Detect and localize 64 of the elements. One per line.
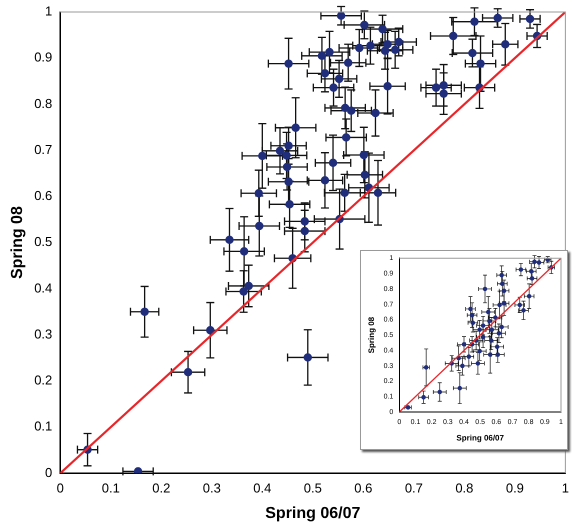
point (526, 294, 532, 298)
point (488, 338, 494, 343)
point (521, 308, 526, 313)
point (466, 354, 472, 359)
point (468, 306, 473, 312)
y-tick-label: 1 (45, 4, 52, 19)
point (476, 361, 480, 366)
y-tick-label: 0.3 (34, 326, 52, 342)
point (456, 356, 461, 360)
point (488, 352, 492, 357)
x-tick-label: 0.9 (506, 480, 524, 496)
x-tick-label: 0.2 (152, 480, 170, 496)
x-tick-label: 0.8 (455, 480, 474, 496)
point (529, 269, 534, 274)
point (532, 259, 537, 264)
point (480, 334, 486, 340)
x-tick-label: 1 (562, 480, 569, 496)
point (530, 276, 534, 281)
point (502, 288, 506, 294)
point (438, 390, 442, 394)
x-axis-title: Spring 06/07 (456, 433, 504, 442)
point (487, 318, 492, 324)
y-tick-label: 0.4 (34, 280, 52, 296)
x-tick-label: 0 (56, 480, 64, 496)
x-tick-label: 0.1 (102, 480, 120, 496)
point (499, 272, 504, 278)
y-tick-label: 0.9 (34, 50, 52, 65)
point (536, 260, 542, 265)
point (502, 301, 506, 306)
y-tick-label: 0.5 (34, 234, 52, 250)
point (500, 281, 505, 286)
point (460, 364, 465, 368)
point (470, 312, 474, 318)
point (477, 327, 482, 332)
point (458, 386, 462, 390)
y-tick-label: 0.2 (34, 372, 52, 388)
point (486, 310, 490, 314)
point (421, 394, 426, 400)
point (494, 344, 500, 350)
point (518, 302, 522, 308)
point (470, 320, 476, 326)
y-tick-label: 0.7 (34, 142, 52, 157)
x-axis-title: Spring 06/07 (265, 504, 360, 522)
y-tick-label: 0.6 (34, 188, 52, 204)
point (497, 302, 502, 308)
point (462, 342, 466, 347)
y-tick-label: 0 (45, 464, 52, 480)
y-axis-title: Spring 08 (9, 206, 26, 280)
point (496, 352, 500, 357)
point (490, 327, 494, 332)
point (482, 286, 488, 292)
point (496, 331, 502, 336)
x-tick-label: 0.6 (354, 480, 372, 496)
x-tick-label: 0.3 (202, 480, 221, 496)
point (477, 348, 482, 354)
y-axis-title: Spring 08 (367, 316, 376, 354)
x-tick-label: 0.5 (304, 480, 322, 496)
x-tick-label: 0.7 (404, 480, 423, 496)
y-tick-label: 0.8 (34, 96, 52, 111)
point (518, 267, 524, 272)
point (480, 323, 486, 328)
x-tick-label: 0.4 (253, 480, 272, 496)
point (499, 324, 504, 330)
point (493, 315, 498, 320)
